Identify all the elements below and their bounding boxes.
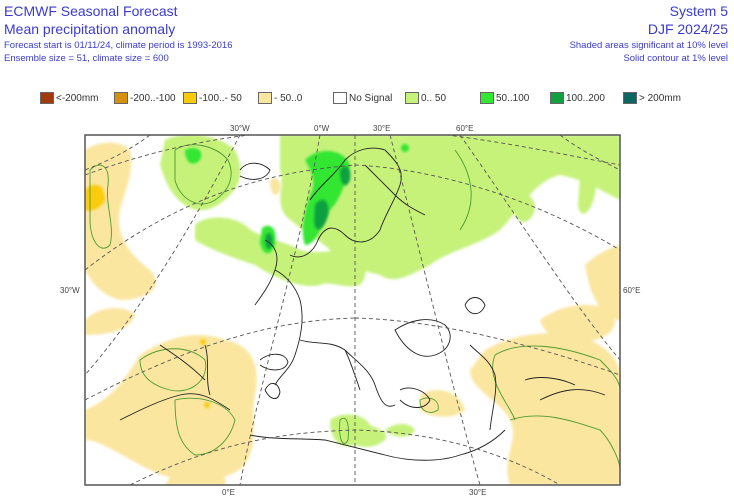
legend-swatch [550,92,564,104]
forecast-info: Forecast start is 01/11/24, climate peri… [4,40,233,51]
legend-item: > 200mm [623,92,681,104]
period-label: DJF 2024/25 [647,21,728,37]
legend-item: - 50..0 [258,92,302,104]
legend-item: -200..-100 [114,92,176,104]
lon-label: 30°E [469,488,487,497]
legend-item: No Signal [333,92,392,104]
dry-anomaly-areas [85,142,620,485]
legend-swatch [480,92,494,104]
legend-swatch [333,92,347,104]
chart-title: ECMWF Seasonal Forecast [4,3,178,19]
legend-swatch [623,92,637,104]
map-frame [84,134,621,486]
legend-swatch [114,92,128,104]
lon-label: 30°W [60,286,80,295]
lon-label: 30°W [230,124,250,133]
lon-label: 60°E [456,124,474,133]
significance-note: Shaded areas significant at 10% level [569,40,728,51]
system-label: System 5 [669,3,728,19]
lon-label: 60°E [623,286,641,295]
coastlines [119,147,606,461]
lon-label: 0°W [314,124,330,133]
legend-item: 50..100 [480,92,529,104]
legend-swatch [40,92,54,104]
legend-item: <-200mm [40,92,99,104]
legend-swatch [183,92,197,104]
ensemble-info: Ensemble size = 51, climate size = 600 [4,53,169,64]
graticule [85,135,620,485]
legend-swatch [405,92,419,104]
lon-label: 30°E [373,124,391,133]
legend-swatch [258,92,272,104]
chart-subtitle: Mean precipitation anomaly [4,21,176,37]
significance-contours [89,144,620,471]
lon-label: 0°E [222,488,235,497]
legend-item: 0.. 50 [405,92,446,104]
legend-item: 100..200 [550,92,605,104]
legend-item: -100..- 50 [183,92,242,104]
contour-note: Solid contour at 1% level [623,53,728,64]
